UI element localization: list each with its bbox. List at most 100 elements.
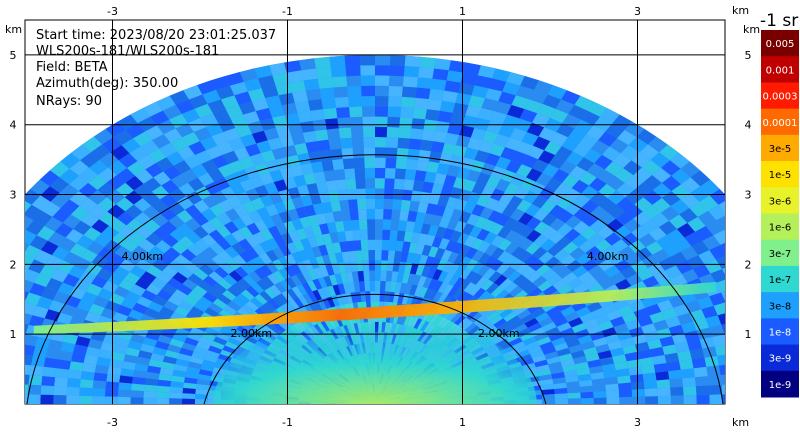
range-gate-cell	[468, 284, 481, 296]
range-gate-cell	[549, 311, 565, 322]
range-gate-cell	[55, 368, 70, 379]
range-gate-cell	[244, 335, 258, 345]
range-gate-cell	[618, 382, 632, 391]
range-gate-cell	[392, 199, 402, 210]
range-gate-cell	[445, 240, 457, 252]
range-gate-cell	[328, 253, 338, 265]
range-gate-cell	[306, 183, 319, 195]
range-gate-cell	[166, 151, 185, 166]
range-gate-cell	[176, 196, 194, 210]
range-gate-cell	[535, 312, 550, 323]
range-gate-cell	[121, 138, 141, 154]
range-gate-cell	[316, 139, 331, 152]
range-gate-cell	[471, 85, 489, 98]
range-gate-cell	[135, 258, 152, 272]
range-gate-cell	[616, 182, 635, 198]
range-gate-cell	[263, 127, 280, 141]
colorbar-swatch	[761, 108, 799, 136]
range-gate-cell	[562, 272, 578, 284]
range-gate-cell	[0, 270, 11, 284]
range-gate-cell	[305, 141, 320, 153]
range-gate-cell	[0, 306, 8, 320]
range-gate-cell	[216, 237, 232, 251]
range-gate-cell	[417, 201, 429, 214]
range-gate-cell	[542, 94, 562, 109]
range-gate-cell	[404, 169, 417, 181]
range-gate-cell	[470, 237, 484, 250]
range-gate-cell	[418, 149, 431, 162]
range-ring	[203, 293, 547, 404]
range-gate-cell	[644, 331, 660, 342]
range-gate-cell	[576, 367, 591, 376]
range-gate-cell	[157, 334, 173, 345]
range-gate-cell	[34, 250, 52, 265]
range-gate-cell	[708, 204, 725, 221]
range-gate-cell	[670, 395, 684, 404]
range-gate-cell	[659, 336, 675, 347]
range-gate-cell	[497, 226, 512, 239]
range-gate-cell	[319, 223, 330, 235]
range-gate-cell	[673, 304, 690, 317]
range-gate-cell	[437, 293, 448, 305]
range-gate-cell	[541, 226, 557, 239]
colorbar-label: 1e-6	[769, 223, 792, 234]
range-gate-cell	[552, 377, 567, 384]
range-gate-cell	[40, 240, 59, 256]
unit-label-right: km	[743, 23, 760, 36]
range-gate-cell	[624, 351, 640, 362]
range-gate-cell	[740, 340, 755, 352]
range-gate-cell	[454, 220, 467, 233]
range-gate-cell	[297, 152, 311, 165]
range-gate-cell	[201, 234, 217, 247]
range-gate-cell	[400, 251, 409, 263]
range-gate-cell	[424, 171, 437, 184]
range-gate-cell	[670, 152, 690, 169]
range-gate-cell	[398, 127, 412, 139]
range-gate-cell	[488, 271, 502, 283]
range-gate-cell	[550, 132, 568, 147]
range-gate-cell	[375, 96, 389, 107]
range-gate-cell	[250, 197, 266, 211]
range-gate-cell	[246, 259, 260, 272]
range-gate-cell	[607, 204, 625, 219]
range-gate-cell	[443, 174, 457, 187]
range-gate-cell	[54, 377, 68, 387]
range-gate-cell	[216, 225, 232, 238]
range-gate-cell	[404, 55, 421, 67]
range-gate-cell	[671, 333, 688, 345]
range-gate-cell	[473, 287, 486, 299]
range-gate-cell	[125, 175, 144, 191]
range-gate-cell	[189, 306, 205, 317]
range-gate-cell	[537, 103, 556, 118]
range-gate-cell	[526, 229, 542, 243]
range-gate-cell	[486, 120, 503, 134]
range-gate-cell	[653, 319, 669, 331]
range-gate-cell	[410, 190, 422, 202]
range-gate-cell	[565, 201, 582, 216]
range-gate-cell	[717, 354, 725, 366]
range-gate-cell	[503, 311, 517, 322]
range-gate-cell	[194, 399, 208, 404]
range-gate-cell	[666, 229, 685, 244]
range-gate-cell	[587, 101, 607, 117]
range-gate-cell	[69, 175, 89, 191]
range-gate-cell	[405, 221, 416, 233]
range-gate-cell	[286, 70, 304, 83]
range-gate-cell	[495, 213, 511, 227]
range-gate-cell	[259, 252, 273, 265]
range-gate-cell	[312, 203, 325, 215]
range-gate-cell	[151, 258, 168, 272]
range-gate-cell	[367, 239, 375, 251]
range-gate-cell	[589, 219, 607, 233]
range-gate-cell	[168, 259, 184, 272]
range-gate-cell	[705, 220, 725, 236]
range-gate-cell	[265, 204, 279, 217]
range-gate-cell	[68, 265, 86, 279]
range-gate-cell	[510, 319, 525, 330]
range-gate-cell	[220, 262, 235, 275]
range-gate-cell	[294, 142, 309, 155]
range-gate-cell	[556, 266, 573, 279]
range-gate-cell	[293, 174, 307, 187]
range-gate-cell	[333, 86, 349, 98]
range-gate-cell	[25, 220, 45, 236]
